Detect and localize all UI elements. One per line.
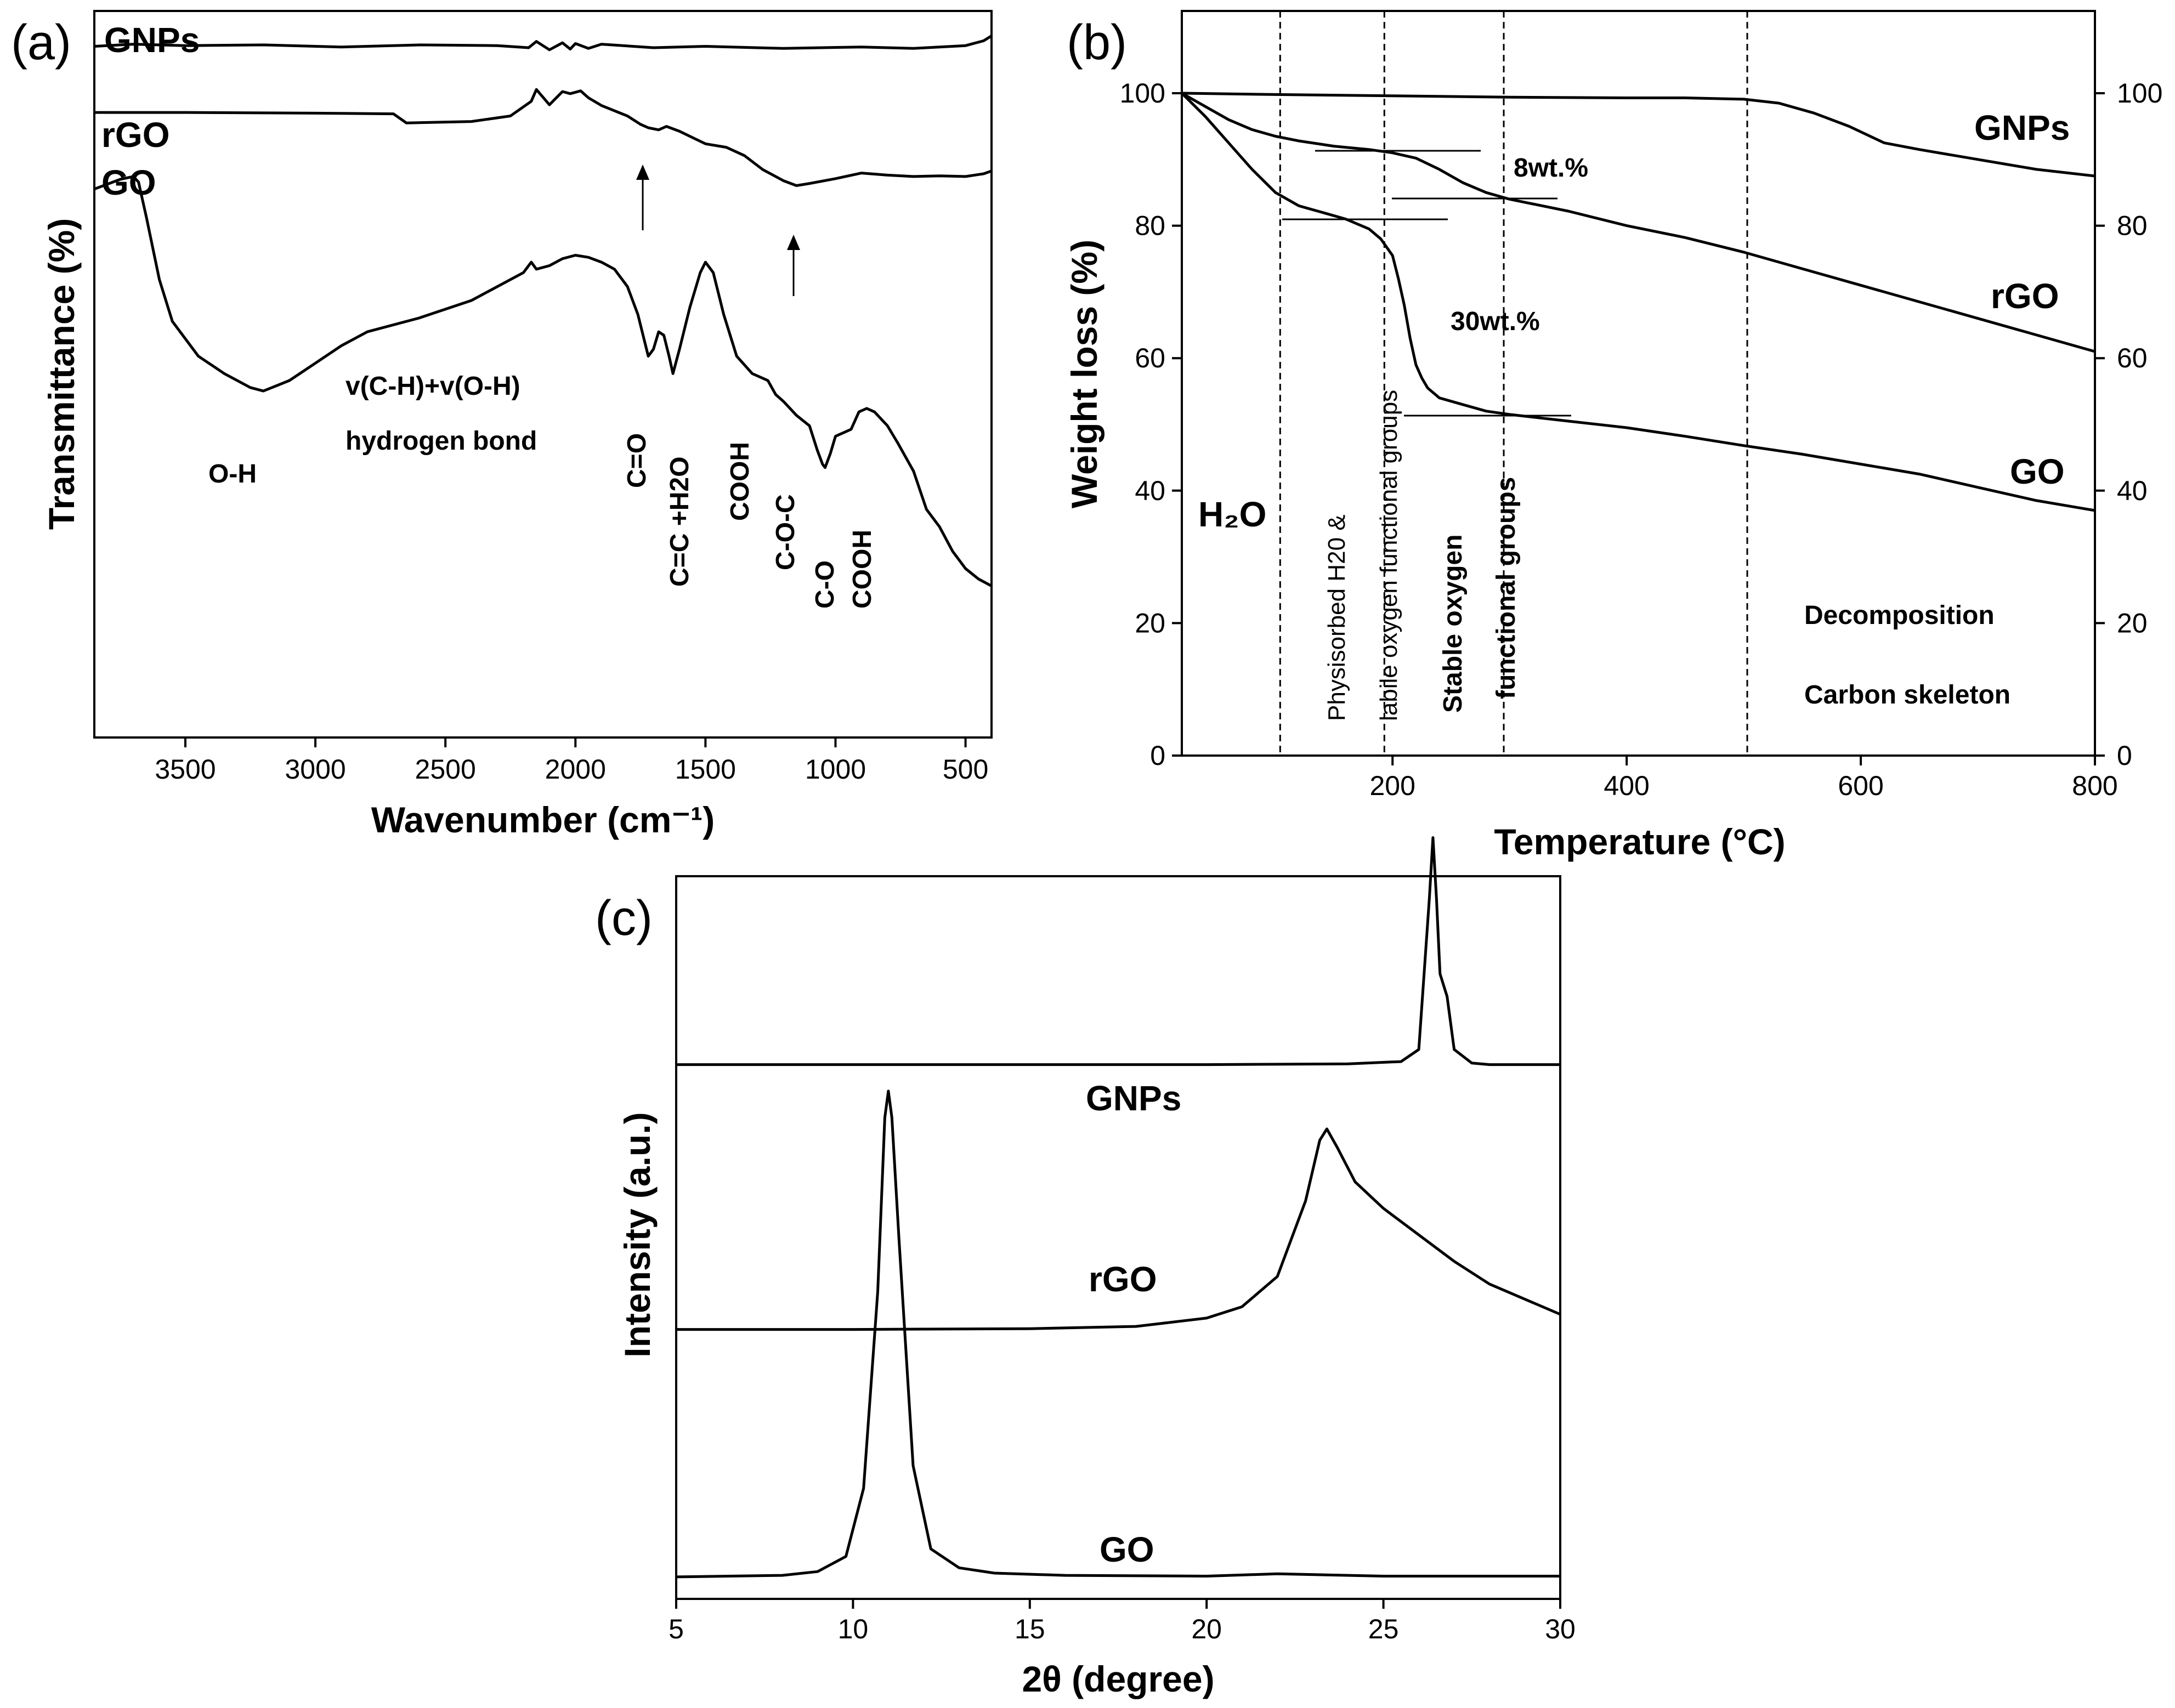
panel-a-frame — [93, 10, 993, 739]
panel-b-right-y-tick-label: 40 — [2117, 475, 2148, 506]
panel-a-xlabel: Wavenumber (cm⁻¹) — [371, 799, 715, 840]
panel-a-label-go: GO — [101, 163, 156, 202]
panel-a-ann-vch-voh: v(C-H)+v(O-H) — [345, 372, 520, 401]
panel-a-label-gnps: GNPs — [104, 20, 200, 60]
panel-c-label-gnps: GNPs — [1086, 1079, 1181, 1118]
panel-b-ann-30wt: 30wt.% — [1451, 307, 1540, 336]
panel-a-ann-c-o-double: C=O — [622, 433, 652, 488]
panel-b-right-y-tick-label: 60 — [2117, 343, 2148, 373]
panel-a-ann-hydrogen-bond: hydrogen bond — [345, 427, 537, 456]
panel-b-region-dividers — [1279, 11, 1748, 756]
panel-b-label-gnps: GNPs — [1974, 108, 2070, 147]
panel-b-x-tick-label: 400 — [1604, 770, 1649, 801]
panel-a-series-gnps — [94, 35, 993, 52]
panel-b-x-tick-label: 800 — [2072, 770, 2117, 801]
panel-a-label-rgo: rGO — [101, 115, 169, 155]
panel-a-ann-cooh-2: COOH — [848, 530, 877, 609]
panel-a-arrow-2-head — [787, 235, 800, 250]
panel-b-ylabel: Weight loss (%) — [1064, 240, 1105, 508]
panel-b-ann-functional-groups: functional groups — [1492, 477, 1521, 699]
panel-b-y-tick-label: 100 — [1120, 78, 1165, 109]
panel-b: (b) 200 400 600 800020406080100020406080100… — [1064, 10, 2163, 862]
panel-c-series-rgo — [676, 1127, 1561, 1331]
panel-b-right-y-tick-label: 20 — [2117, 608, 2148, 638]
panel-b-ann-physisorbed: Physisorbed H20 & — [1323, 514, 1350, 721]
panel-b-series-go — [1181, 92, 2095, 512]
panel-a-ann-oh: O-H — [208, 459, 257, 489]
panel-b-series-rgo — [1181, 92, 2095, 353]
panel-a-ylabel: Transmittance (%) — [41, 218, 82, 530]
panel-c-frame — [675, 875, 1561, 1600]
panel-b-right-y-tick-label: 100 — [2117, 78, 2162, 109]
panel-c-series-go — [676, 1090, 1560, 1579]
panel-b-xlabel: Temperature (°C) — [1494, 821, 1785, 862]
panel-a-x-tick-label: 2000 — [545, 754, 606, 785]
panel-b-ann-carbon-skeleton: Carbon skeleton — [1804, 680, 2010, 710]
panel-b-right-y-tick-label: 80 — [2117, 211, 2148, 241]
panel-b-right-y-tick-label: 0 — [2117, 740, 2132, 771]
panel-b-y-tick-label: 20 — [1135, 608, 1165, 638]
panel-c-x-tick-label: 5 — [669, 1614, 684, 1644]
panel-b-label-rgo: rGO — [1991, 276, 2059, 316]
panel-b-y-tick-label: 80 — [1135, 211, 1165, 241]
panel-c-label-rgo: rGO — [1089, 1259, 1157, 1299]
panel-a-x-ticks: 3500 3000 2500 2000 1500 1000 500 — [155, 737, 988, 785]
panel-b-x-tick-label: 600 — [1838, 770, 1883, 801]
panel-a-x-tick-label: 2500 — [415, 754, 476, 785]
panel-b-series-gnps — [1181, 92, 2095, 178]
panel-b-y-tick-label: 60 — [1135, 343, 1165, 373]
panel-b-y-tick-label: 40 — [1135, 475, 1165, 506]
panel-c-x-tick-label: 15 — [1015, 1614, 1045, 1644]
panel-a-ann-c-o: C-O — [811, 560, 840, 609]
panel-c-label-go: GO — [1100, 1530, 1154, 1569]
panel-c-series-gnps — [676, 836, 1560, 1066]
panel-b-label-go: GO — [2010, 452, 2065, 491]
panel-b-y-tick-label: 0 — [1150, 740, 1165, 771]
panel-b-label: (b) — [1067, 15, 1127, 70]
panel-a-label: (a) — [11, 15, 71, 70]
panel-a-ann-cc-h2o: C=C +H2O — [665, 457, 694, 587]
panel-b-x-tick-label: 200 — [1370, 770, 1415, 801]
panel-a-x-tick-label: 1000 — [805, 754, 866, 785]
panel-b-ann-decomposition: Decomposition — [1804, 601, 1995, 630]
panel-b-ann-labile: labile oxygen functional groups — [1375, 390, 1402, 721]
panel-c-xlabel: 2θ (degree) — [1022, 1659, 1214, 1699]
panel-a-x-tick-label: 3500 — [155, 754, 216, 785]
panel-c-label: (c) — [595, 891, 653, 946]
panel-b-ann-stable-oxygen: Stable oxygen — [1438, 535, 1468, 713]
panel-c-x-tick-label: 30 — [1545, 1614, 1576, 1644]
panel-b-ann-h2o: H₂O — [1198, 495, 1266, 534]
panel-c-x-ticks: 5 10 15 20 25 30 — [669, 1599, 1576, 1644]
panel-b-ann-8wt: 8wt.% — [1514, 154, 1588, 183]
panel-a-x-tick-label: 500 — [943, 754, 988, 785]
panel-a-ann-coc: C-O-C — [771, 494, 800, 570]
panel-c: (c) 5 10 15 20 25 30 GNPs rGO GO 2θ (degree) … — [595, 836, 1576, 1699]
panel-a: (a) 3500 3000 2500 2000 1500 1000 500 GNPs rGO… — [11, 10, 993, 840]
panel-a-x-tick-label: 1500 — [675, 754, 736, 785]
panel-c-ylabel: Intensity (a.u.) — [617, 1112, 658, 1357]
panel-b-frame — [1181, 10, 2096, 757]
panel-a-x-tick-label: 3000 — [285, 754, 345, 785]
panel-a-ann-cooh-1: COOH — [726, 442, 755, 521]
panel-a-series-rgo — [94, 88, 992, 187]
panel-a-series-go — [94, 175, 993, 587]
panel-c-x-tick-label: 20 — [1191, 1614, 1222, 1644]
panel-a-arrow-1-head — [636, 164, 649, 180]
panel-c-x-tick-label: 25 — [1368, 1614, 1399, 1644]
panel-c-x-tick-label: 10 — [838, 1614, 869, 1644]
